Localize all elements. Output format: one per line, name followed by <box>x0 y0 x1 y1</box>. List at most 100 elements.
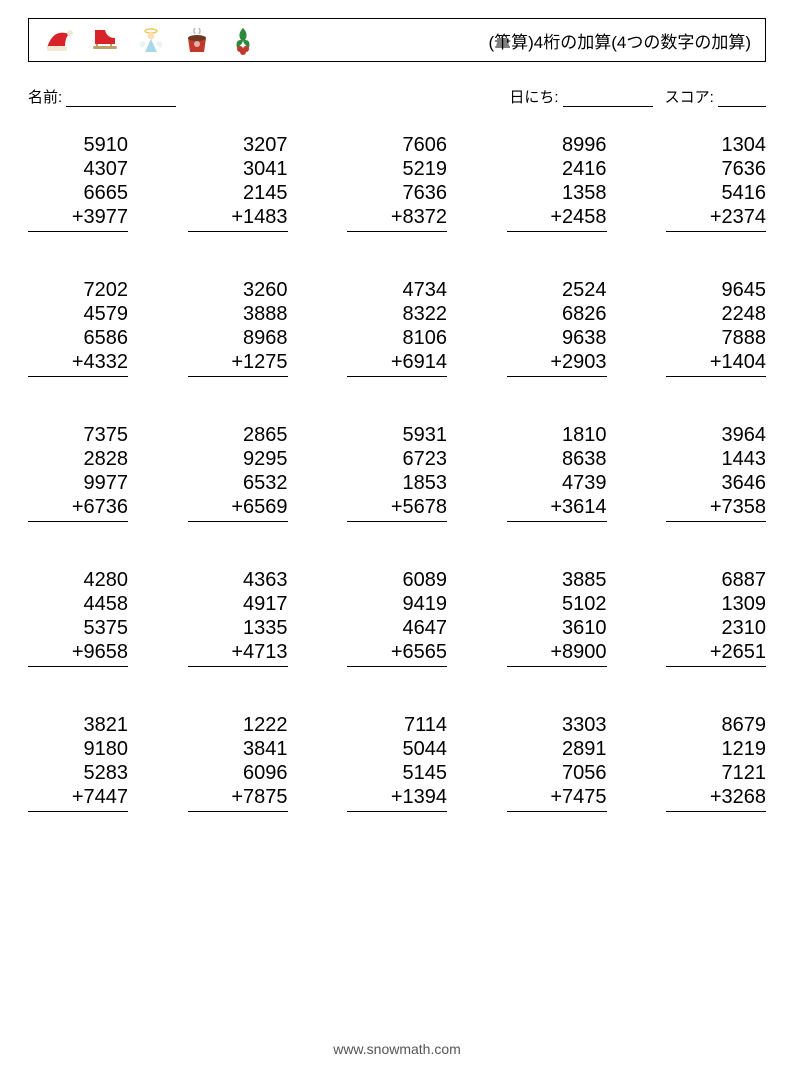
addend-last: +1275 <box>188 350 288 377</box>
addend: 7375 <box>28 423 128 447</box>
addend-last: +1483 <box>188 205 288 232</box>
addend: 9977 <box>28 471 128 495</box>
addition-problem: 326038888968+1275 <box>188 278 288 377</box>
info-row: 名前: 日にち: スコア: <box>28 86 766 107</box>
date-field: 日にち: <box>509 86 652 107</box>
problem-row: 382191805283+7447 122238416096+7875 711450… <box>28 713 766 812</box>
footer-url: www.snowmath.com <box>0 1041 794 1057</box>
addend: 4647 <box>347 616 447 640</box>
addend-last: +7447 <box>28 785 128 812</box>
addition-problem: 130476365416+2374 <box>666 133 766 232</box>
icon-row <box>43 24 259 56</box>
addend: 1443 <box>666 447 766 471</box>
addend: 7202 <box>28 278 128 302</box>
addend: 2828 <box>28 447 128 471</box>
score-underline <box>718 91 766 107</box>
addend: 7606 <box>347 133 447 157</box>
addend: 4307 <box>28 157 128 181</box>
addition-problem: 396414433646+7358 <box>666 423 766 522</box>
addend: 7636 <box>666 157 766 181</box>
addend: 2248 <box>666 302 766 326</box>
name-label: 名前: <box>28 89 62 106</box>
addend: 3041 <box>188 157 288 181</box>
addition-problem: 760652197636+8372 <box>347 133 447 232</box>
addend: 1335 <box>188 616 288 640</box>
addend-last: +2374 <box>666 205 766 232</box>
addend: 5145 <box>347 761 447 785</box>
addend: 7114 <box>347 713 447 737</box>
addend: 8322 <box>347 302 447 326</box>
ice-skate-icon <box>89 24 121 56</box>
angel-icon <box>135 24 167 56</box>
addend: 2865 <box>188 423 288 447</box>
addition-problem: 593167231853+5678 <box>347 423 447 522</box>
addend: 6532 <box>188 471 288 495</box>
addition-problem: 181086384739+3614 <box>507 423 607 522</box>
addend: 4579 <box>28 302 128 326</box>
addend: 3646 <box>666 471 766 495</box>
addend: 8996 <box>507 133 607 157</box>
addend-last: +6736 <box>28 495 128 522</box>
addition-problem: 608994194647+6565 <box>347 568 447 667</box>
addend-last: +6914 <box>347 350 447 377</box>
addend-last: +1404 <box>666 350 766 377</box>
addend: 3303 <box>507 713 607 737</box>
addend: 5219 <box>347 157 447 181</box>
problem-row: 720245796586+4332326038888968+1275473483… <box>28 278 766 377</box>
addend: 1853 <box>347 471 447 495</box>
date-label: 日にち: <box>509 89 558 106</box>
addend-last: +7358 <box>666 495 766 522</box>
addition-problem: 899624161358+2458 <box>507 133 607 232</box>
addend-last: +2651 <box>666 640 766 667</box>
addend: 8106 <box>347 326 447 350</box>
header-box: (筆算)4桁の加算(4つの数字の加算) <box>28 18 766 62</box>
addend: 5375 <box>28 616 128 640</box>
addition-problem: 964522487888+1404 <box>666 278 766 377</box>
addend: 7888 <box>666 326 766 350</box>
problems-grid: 591043076665+3977320730412145+1483760652… <box>28 133 766 812</box>
addend-last: +8900 <box>507 640 607 667</box>
addend: 1309 <box>666 592 766 616</box>
addend: 8638 <box>507 447 607 471</box>
addend-last: +7875 <box>188 785 288 812</box>
addend: 9638 <box>507 326 607 350</box>
addend: 3885 <box>507 568 607 592</box>
addition-problem: 382191805283+7447 <box>28 713 128 812</box>
addition-problem: 320730412145+1483 <box>188 133 288 232</box>
addend: 6096 <box>188 761 288 785</box>
addend: 2310 <box>666 616 766 640</box>
problem-row: 428044585375+9658436349171335+4713608994… <box>28 568 766 667</box>
addend: 5044 <box>347 737 447 761</box>
addend: 5910 <box>28 133 128 157</box>
addend: 6887 <box>666 568 766 592</box>
addend: 6826 <box>507 302 607 326</box>
addend-last: +6569 <box>188 495 288 522</box>
addition-problem: 252468269638+2903 <box>507 278 607 377</box>
addend: 7056 <box>507 761 607 785</box>
addend: 5416 <box>666 181 766 205</box>
addend: 5102 <box>507 592 607 616</box>
addend-last: +3977 <box>28 205 128 232</box>
addend: 1304 <box>666 133 766 157</box>
addend: 1810 <box>507 423 607 447</box>
addend: 3964 <box>666 423 766 447</box>
addend-last: +4332 <box>28 350 128 377</box>
addend: 4280 <box>28 568 128 592</box>
addition-problem: 122238416096+7875 <box>188 713 288 812</box>
addend: 9419 <box>347 592 447 616</box>
name-field: 名前: <box>28 86 509 107</box>
name-underline <box>66 91 176 107</box>
addition-problem: 737528289977+6736 <box>28 423 128 522</box>
addition-problem: 711450445145+1394 <box>347 713 447 812</box>
hot-cocoa-icon <box>181 24 213 56</box>
addend: 8968 <box>188 326 288 350</box>
addend-last: +4713 <box>188 640 288 667</box>
addend-last: +1394 <box>347 785 447 812</box>
addition-problem: 720245796586+4332 <box>28 278 128 377</box>
addend: 3260 <box>188 278 288 302</box>
problem-row: 737528289977+6736286592956532+6569593167… <box>28 423 766 522</box>
addition-problem: 388551023610+8900 <box>507 568 607 667</box>
addend: 5931 <box>347 423 447 447</box>
addend: 9645 <box>666 278 766 302</box>
addend: 2145 <box>188 181 288 205</box>
